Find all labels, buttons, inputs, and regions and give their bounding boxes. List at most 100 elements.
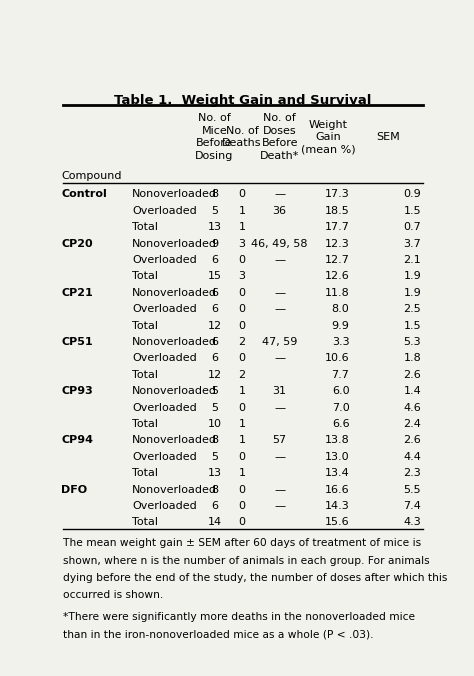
Text: 0: 0: [238, 517, 246, 527]
Text: 15: 15: [208, 272, 221, 281]
Text: The mean weight gain ± SEM after 60 days of treatment of mice is: The mean weight gain ± SEM after 60 days…: [63, 538, 421, 548]
Text: 5: 5: [211, 452, 218, 462]
Text: 2.5: 2.5: [403, 304, 421, 314]
Text: 15.6: 15.6: [325, 517, 349, 527]
Text: 13.8: 13.8: [325, 435, 349, 445]
Text: No. of
Doses
Before
Death*: No. of Doses Before Death*: [260, 114, 300, 161]
Text: 3: 3: [238, 239, 246, 249]
Text: 7.0: 7.0: [332, 403, 349, 412]
Text: 5: 5: [211, 403, 218, 412]
Text: Compound: Compound: [61, 171, 122, 181]
Text: Nonoverloaded: Nonoverloaded: [132, 189, 217, 199]
Text: 2.3: 2.3: [403, 468, 421, 478]
Text: 1: 1: [238, 386, 246, 396]
Text: CP20: CP20: [61, 239, 93, 249]
Text: —: —: [274, 288, 285, 298]
Text: Overloaded: Overloaded: [132, 501, 197, 511]
Text: CP51: CP51: [61, 337, 93, 347]
Text: 2.4: 2.4: [403, 419, 421, 429]
Text: CP21: CP21: [61, 288, 93, 298]
Text: 8: 8: [211, 485, 218, 495]
Text: 57: 57: [273, 435, 287, 445]
Text: 1.9: 1.9: [403, 288, 421, 298]
Text: 7.4: 7.4: [403, 501, 421, 511]
Text: 8: 8: [211, 435, 218, 445]
Text: 5.5: 5.5: [403, 485, 421, 495]
Text: 7.7: 7.7: [332, 370, 349, 380]
Text: Total: Total: [132, 419, 158, 429]
Text: Nonoverloaded: Nonoverloaded: [132, 435, 217, 445]
Text: 36: 36: [273, 206, 287, 216]
Text: 6: 6: [211, 255, 218, 265]
Text: 6: 6: [211, 288, 218, 298]
Text: 0: 0: [238, 320, 246, 331]
Text: 5.3: 5.3: [403, 337, 421, 347]
Text: Overloaded: Overloaded: [132, 255, 197, 265]
Text: 0: 0: [238, 501, 246, 511]
Text: 6: 6: [211, 354, 218, 364]
Text: Overloaded: Overloaded: [132, 452, 197, 462]
Text: Overloaded: Overloaded: [132, 403, 197, 412]
Text: Overloaded: Overloaded: [132, 206, 197, 216]
Text: 17.3: 17.3: [325, 189, 349, 199]
Text: 4.3: 4.3: [403, 517, 421, 527]
Text: —: —: [274, 255, 285, 265]
Text: 3.3: 3.3: [332, 337, 349, 347]
Text: 0.7: 0.7: [403, 222, 421, 233]
Text: 0: 0: [238, 288, 246, 298]
Text: Table 1.  Weight Gain and Survival: Table 1. Weight Gain and Survival: [114, 94, 372, 107]
Text: than in the iron-nonoverloaded mice as a whole (P < .03).: than in the iron-nonoverloaded mice as a…: [63, 629, 374, 639]
Text: Nonoverloaded: Nonoverloaded: [132, 386, 217, 396]
Text: Nonoverloaded: Nonoverloaded: [132, 337, 217, 347]
Text: 10.6: 10.6: [325, 354, 349, 364]
Text: 9.9: 9.9: [332, 320, 349, 331]
Text: 12.7: 12.7: [325, 255, 349, 265]
Text: 0: 0: [238, 255, 246, 265]
Text: 14: 14: [208, 517, 221, 527]
Text: 11.8: 11.8: [325, 288, 349, 298]
Text: shown, where n is the number of animals in each group. For animals: shown, where n is the number of animals …: [63, 556, 429, 566]
Text: 0: 0: [238, 403, 246, 412]
Text: 10: 10: [208, 419, 221, 429]
Text: —: —: [274, 452, 285, 462]
Text: 18.5: 18.5: [325, 206, 349, 216]
Text: 14.3: 14.3: [325, 501, 349, 511]
Text: 17.7: 17.7: [325, 222, 349, 233]
Text: occurred is shown.: occurred is shown.: [63, 590, 163, 600]
Text: 47, 59: 47, 59: [262, 337, 297, 347]
Text: Nonoverloaded: Nonoverloaded: [132, 288, 217, 298]
Text: 0: 0: [238, 485, 246, 495]
Text: 6: 6: [211, 337, 218, 347]
Text: *There were significantly more deaths in the nonoverloaded mice: *There were significantly more deaths in…: [63, 612, 415, 623]
Text: 1.9: 1.9: [403, 272, 421, 281]
Text: dying before the end of the study, the number of doses after which this: dying before the end of the study, the n…: [63, 573, 447, 583]
Text: Nonoverloaded: Nonoverloaded: [132, 239, 217, 249]
Text: 1.5: 1.5: [403, 320, 421, 331]
Text: Total: Total: [132, 320, 158, 331]
Text: 5: 5: [211, 206, 218, 216]
Text: 0: 0: [238, 189, 246, 199]
Text: 1: 1: [238, 435, 246, 445]
Text: 6: 6: [211, 304, 218, 314]
Text: SEM: SEM: [376, 132, 400, 142]
Text: 4.6: 4.6: [403, 403, 421, 412]
Text: 12: 12: [208, 320, 221, 331]
Text: —: —: [274, 354, 285, 364]
Text: 2: 2: [238, 337, 246, 347]
Text: 8.0: 8.0: [332, 304, 349, 314]
Text: 1.5: 1.5: [403, 206, 421, 216]
Text: 6.0: 6.0: [332, 386, 349, 396]
Text: Total: Total: [132, 468, 158, 478]
Text: CP94: CP94: [61, 435, 93, 445]
Text: 6: 6: [211, 501, 218, 511]
Text: 16.6: 16.6: [325, 485, 349, 495]
Text: Total: Total: [132, 517, 158, 527]
Text: 2.1: 2.1: [403, 255, 421, 265]
Text: 13: 13: [208, 222, 221, 233]
Text: 1: 1: [238, 468, 246, 478]
Text: 6.6: 6.6: [332, 419, 349, 429]
Text: 2.6: 2.6: [403, 370, 421, 380]
Text: CP93: CP93: [61, 386, 93, 396]
Text: Total: Total: [132, 272, 158, 281]
Text: 12.3: 12.3: [325, 239, 349, 249]
